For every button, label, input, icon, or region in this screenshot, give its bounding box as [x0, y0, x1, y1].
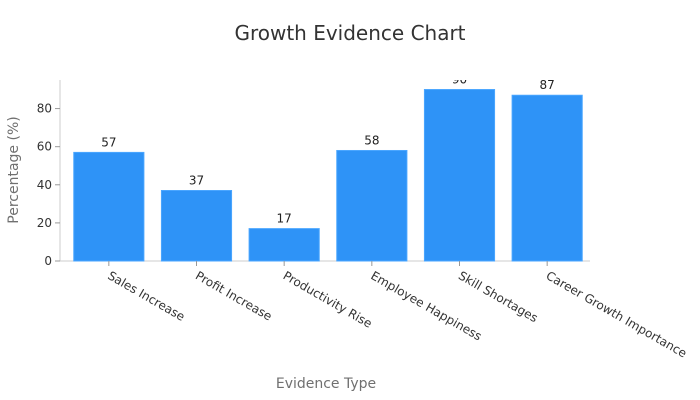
bar-value-label: 90: [452, 73, 467, 87]
y-tick-label: 80: [37, 102, 52, 116]
y-tick-label: 40: [37, 178, 52, 192]
bar-6: [511, 94, 583, 262]
bar-value-label: 58: [364, 133, 379, 147]
y-tick-label: 60: [37, 140, 52, 154]
chart-title: Growth Evidence Chart: [234, 21, 465, 45]
x-tick-label: Career Growth Importance: [544, 268, 690, 360]
y-tick-label: 0: [44, 254, 52, 268]
bar-value-label: 37: [189, 174, 204, 188]
x-tick-label: Profit Increase: [193, 268, 274, 323]
x-tick-label: Sales Increase: [105, 268, 187, 323]
x-tick-label: Skill Shortages: [456, 268, 540, 325]
bars-group: 57 37 17 58 90 87: [73, 73, 583, 262]
x-axis-title: Evidence Type: [276, 376, 376, 392]
plot-area: 0 20 40 60 80 57 37 17 58 90 87 Sales Increase Profi…: [37, 73, 690, 361]
y-tick-label: 20: [37, 216, 52, 230]
bar-value-label: 87: [540, 78, 555, 92]
bar-3: [248, 228, 320, 262]
x-tick-label: Productivity Rise: [281, 268, 375, 330]
bar-value-label: 57: [101, 135, 116, 149]
bar-1: [73, 151, 145, 262]
bar-2: [160, 190, 233, 262]
bar-4: [336, 149, 408, 262]
bar-5: [423, 89, 496, 262]
y-axis-title: Percentage (%): [6, 116, 22, 223]
bar-value-label: 17: [277, 212, 292, 226]
